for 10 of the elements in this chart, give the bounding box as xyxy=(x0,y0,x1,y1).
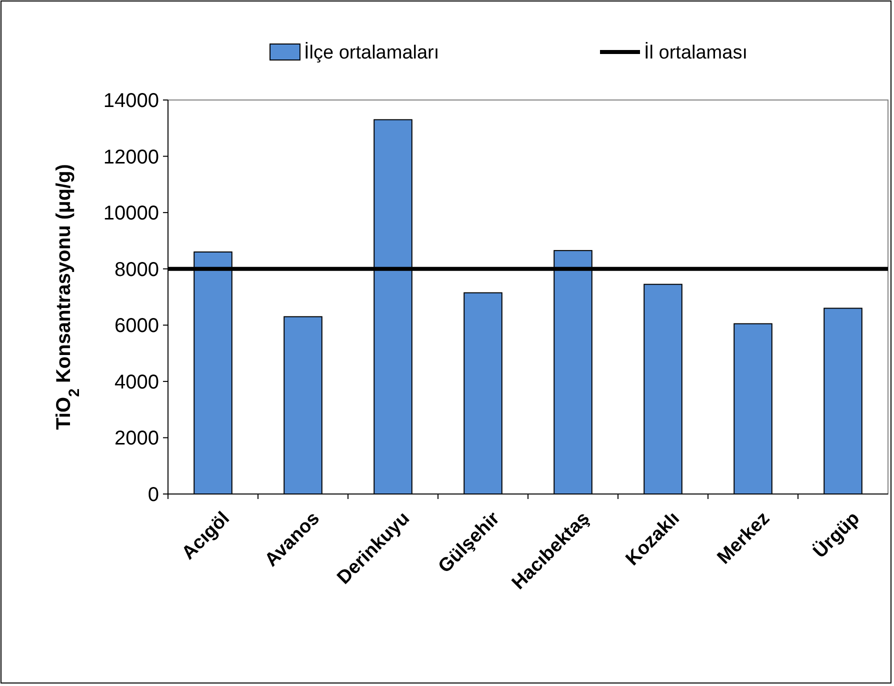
legend-label: İl ortalaması xyxy=(644,42,748,64)
y-tick-label: 14000 xyxy=(103,90,159,112)
y-tick-label: 4000 xyxy=(114,371,159,394)
y-tick-label: 6000 xyxy=(114,315,159,338)
y-tick-label: 0 xyxy=(148,484,159,506)
y-tick-label: 10000 xyxy=(103,202,159,225)
y-tick-label: 2000 xyxy=(114,428,159,450)
legend-label: İlçe ortalamaları xyxy=(304,42,440,64)
y-tick-label: 8000 xyxy=(114,258,159,281)
y-tick-label: 12000 xyxy=(103,146,159,168)
